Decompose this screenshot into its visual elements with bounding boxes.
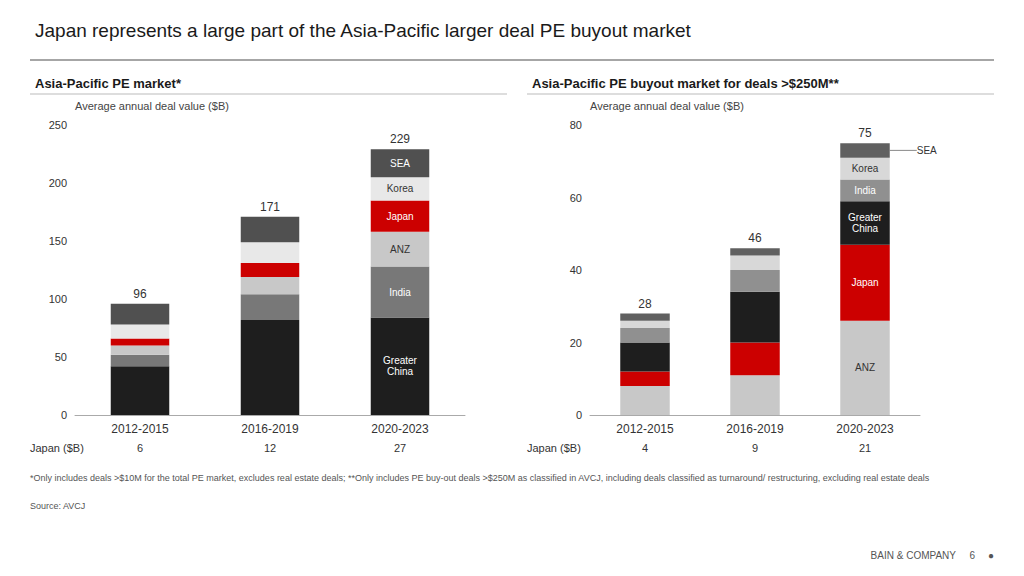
svg-text:ANZ: ANZ: [855, 362, 875, 373]
svg-text:ANZ: ANZ: [390, 244, 410, 255]
svg-text:Korea: Korea: [852, 163, 879, 174]
svg-text:Japan: Japan: [386, 211, 413, 222]
svg-text:171: 171: [260, 200, 280, 214]
svg-text:Korea: Korea: [387, 183, 414, 194]
svg-text:40: 40: [570, 264, 582, 276]
svg-text:80: 80: [570, 119, 582, 131]
svg-text:2020-2023: 2020-2023: [371, 422, 429, 436]
svg-text:Greater: Greater: [848, 212, 883, 223]
svg-text:India: India: [389, 287, 411, 298]
svg-text:28: 28: [638, 297, 652, 311]
svg-text:9: 9: [752, 442, 758, 454]
svg-text:2012-2015: 2012-2015: [616, 422, 674, 436]
svg-text:Average annual deal value ($B): Average annual deal value ($B): [75, 100, 229, 112]
svg-text:4: 4: [642, 442, 648, 454]
svg-text:Japan represents a large part: Japan represents a large part of the Asi…: [35, 20, 692, 41]
svg-text:75: 75: [858, 126, 872, 140]
svg-text:60: 60: [570, 192, 582, 204]
svg-text:21: 21: [859, 442, 871, 454]
svg-text:50: 50: [55, 351, 67, 363]
svg-text:46: 46: [748, 231, 762, 245]
svg-text:India: India: [854, 185, 876, 196]
svg-text:229: 229: [390, 132, 410, 146]
svg-text:2012-2015: 2012-2015: [111, 422, 169, 436]
svg-text:100: 100: [49, 293, 67, 305]
svg-text:BAIN & COMPANY: BAIN & COMPANY: [871, 550, 957, 561]
svg-text:0: 0: [576, 409, 582, 421]
svg-text:China: China: [852, 223, 879, 234]
svg-text:China: China: [387, 366, 414, 377]
svg-text:●: ●: [988, 550, 994, 561]
svg-text:Greater: Greater: [383, 355, 418, 366]
svg-text:250: 250: [49, 119, 67, 131]
svg-text:Asia-Pacific PE market*: Asia-Pacific PE market*: [35, 76, 182, 91]
svg-text:Source: AVCJ: Source: AVCJ: [30, 501, 85, 511]
svg-text:2016-2019: 2016-2019: [726, 422, 784, 436]
svg-text:96: 96: [133, 287, 147, 301]
svg-text:2020-2023: 2020-2023: [836, 422, 894, 436]
svg-text:*Only includes deals >$10M for: *Only includes deals >$10M for the total…: [30, 473, 930, 483]
svg-text:Asia-Pacific PE buyout market: Asia-Pacific PE buyout market for deals …: [532, 76, 840, 91]
svg-text:20: 20: [570, 337, 582, 349]
svg-text:200: 200: [49, 177, 67, 189]
svg-text:Japan: Japan: [851, 277, 878, 288]
svg-text:Average annual deal value ($B): Average annual deal value ($B): [590, 100, 744, 112]
svg-text:Japan ($B): Japan ($B): [30, 442, 84, 454]
svg-text:2016-2019: 2016-2019: [241, 422, 299, 436]
svg-text:150: 150: [49, 235, 67, 247]
svg-text:0: 0: [61, 409, 67, 421]
svg-text:Japan ($B): Japan ($B): [527, 442, 581, 454]
svg-text:SEA: SEA: [390, 158, 410, 169]
svg-text:6: 6: [969, 550, 975, 561]
svg-text:27: 27: [394, 442, 406, 454]
svg-text:6: 6: [137, 442, 143, 454]
svg-text:12: 12: [264, 442, 276, 454]
svg-text:SEA: SEA: [917, 145, 937, 156]
